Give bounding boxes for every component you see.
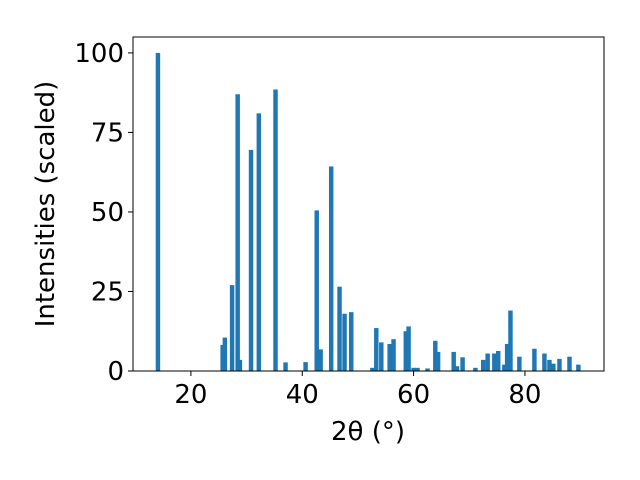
bar bbox=[391, 339, 396, 371]
y-tick-label: 0 bbox=[107, 357, 124, 387]
bar bbox=[411, 367, 416, 371]
bar bbox=[508, 310, 513, 371]
bar bbox=[248, 149, 254, 371]
bar bbox=[485, 353, 490, 371]
bar bbox=[283, 362, 288, 371]
plot-frame bbox=[132, 36, 605, 372]
bar bbox=[547, 359, 552, 371]
bar bbox=[504, 343, 510, 371]
bar bbox=[473, 367, 478, 371]
bar bbox=[387, 343, 392, 371]
bar bbox=[318, 349, 323, 371]
bar bbox=[379, 342, 384, 371]
bar bbox=[303, 362, 308, 371]
x-tick-label: 80 bbox=[508, 380, 541, 410]
bar bbox=[532, 348, 537, 371]
bar bbox=[495, 350, 501, 371]
bar bbox=[425, 368, 430, 371]
bar bbox=[328, 166, 334, 371]
bar bbox=[460, 357, 465, 371]
y-tick-label: 100 bbox=[74, 39, 124, 69]
x-tick-label: 20 bbox=[174, 380, 207, 410]
bar bbox=[222, 337, 228, 371]
bar bbox=[256, 113, 262, 371]
bar bbox=[517, 356, 522, 371]
bar bbox=[406, 326, 411, 371]
bar bbox=[374, 328, 379, 371]
y-tick-label: 75 bbox=[91, 118, 124, 148]
bar bbox=[451, 351, 456, 371]
bar bbox=[492, 353, 497, 371]
y-tick-label: 50 bbox=[91, 198, 124, 228]
y-tick-label: 25 bbox=[91, 277, 124, 307]
bar bbox=[342, 313, 347, 371]
bar bbox=[502, 364, 507, 371]
bar bbox=[454, 366, 460, 371]
bar bbox=[435, 351, 441, 371]
x-axis-label: 2θ (°) bbox=[331, 417, 405, 447]
x-tick-label: 60 bbox=[397, 380, 430, 410]
bar bbox=[403, 331, 409, 371]
bar bbox=[337, 286, 342, 371]
y-axis-label: Intensities (scaled) bbox=[31, 81, 61, 328]
bar bbox=[551, 363, 556, 371]
bar bbox=[237, 359, 243, 371]
bar bbox=[567, 356, 572, 371]
x-tick-label: 40 bbox=[286, 380, 319, 410]
bar bbox=[542, 353, 547, 371]
bar bbox=[415, 367, 420, 371]
bar bbox=[229, 285, 235, 371]
bar bbox=[273, 89, 278, 371]
bar bbox=[314, 210, 319, 371]
bar bbox=[349, 312, 354, 371]
bar bbox=[155, 52, 161, 372]
bar bbox=[557, 358, 562, 371]
bar bbox=[433, 340, 438, 371]
bar bbox=[576, 364, 581, 371]
bar bbox=[235, 94, 240, 371]
bar bbox=[370, 367, 375, 371]
bar bbox=[480, 359, 486, 371]
